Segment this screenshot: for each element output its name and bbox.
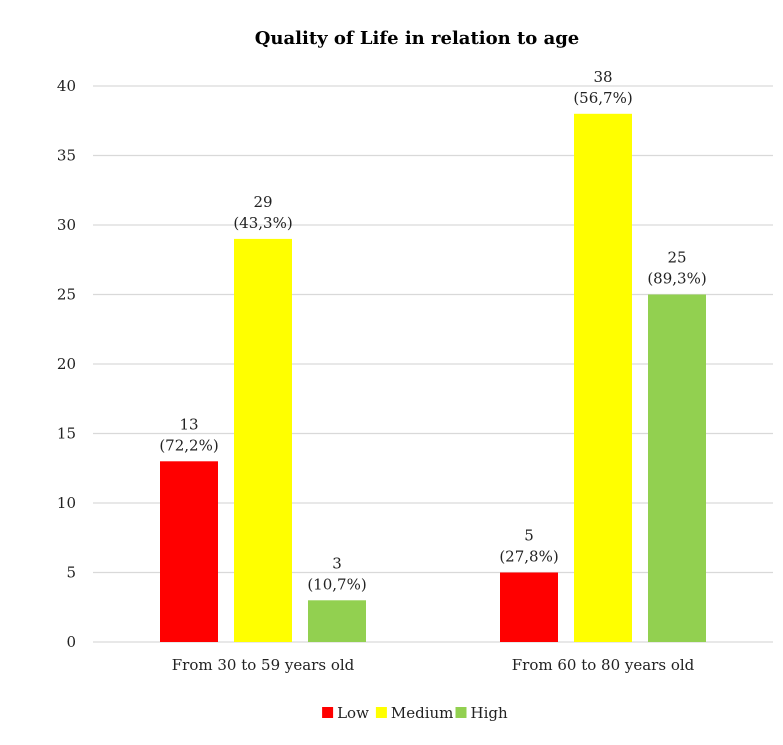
- legend-label-medium: Medium: [391, 704, 454, 722]
- data-label-percent: (89,3%): [647, 270, 706, 288]
- data-label-percent: (27,8%): [499, 548, 558, 566]
- bar-low-0: [160, 461, 218, 642]
- y-tick-label: 35: [57, 147, 76, 165]
- chart-title: Quality of Life in relation to age: [255, 28, 580, 49]
- bar-high-0: [308, 600, 366, 642]
- y-tick-label: 20: [57, 355, 76, 373]
- bar-medium-0: [234, 238, 292, 642]
- x-category-label: From 30 to 59 years old: [172, 656, 355, 674]
- data-labels: 13 (72,2%) 29 (43,3%) 3 (10,7%) 5 (27,8%) 38 (56,…: [159, 68, 706, 593]
- data-label-value: 3: [332, 554, 342, 572]
- data-label-percent: (43,3%): [233, 214, 292, 232]
- data-label-percent: (56,7%): [573, 89, 632, 107]
- data-label-value: 25: [667, 249, 686, 267]
- data-label-value: 29: [253, 193, 272, 211]
- bar-high-1: [648, 294, 706, 642]
- data-label-percent: (72,2%): [159, 436, 218, 454]
- y-tick-label: 25: [57, 286, 76, 304]
- y-tick-label: 30: [57, 216, 76, 234]
- x-category-label: From 60 to 80 years old: [512, 656, 695, 674]
- legend: Low Medium High: [322, 704, 508, 722]
- bar-medium-1: [574, 113, 632, 643]
- legend-label-low: Low: [337, 704, 369, 722]
- data-label-value: 5: [524, 527, 534, 545]
- legend-swatch-high: [455, 707, 467, 718]
- y-tick-label: 15: [57, 425, 76, 443]
- bar-low-1: [500, 572, 558, 642]
- legend-label-high: High: [471, 704, 508, 722]
- y-tick-label: 0: [66, 633, 76, 651]
- y-axis: 0 5 10 15 20 25 30 35 40: [57, 77, 76, 651]
- data-label-percent: (10,7%): [307, 575, 366, 593]
- legend-swatch-low: [322, 707, 334, 718]
- bars: [160, 113, 706, 643]
- y-tick-label: 40: [57, 77, 76, 95]
- data-label-value: 38: [593, 68, 612, 86]
- x-axis: From 30 to 59 years old From 60 to 80 yea…: [172, 656, 695, 674]
- legend-swatch-medium: [375, 707, 387, 718]
- data-label-value: 13: [179, 415, 198, 433]
- y-tick-label: 10: [57, 494, 76, 512]
- y-tick-label: 5: [66, 564, 76, 582]
